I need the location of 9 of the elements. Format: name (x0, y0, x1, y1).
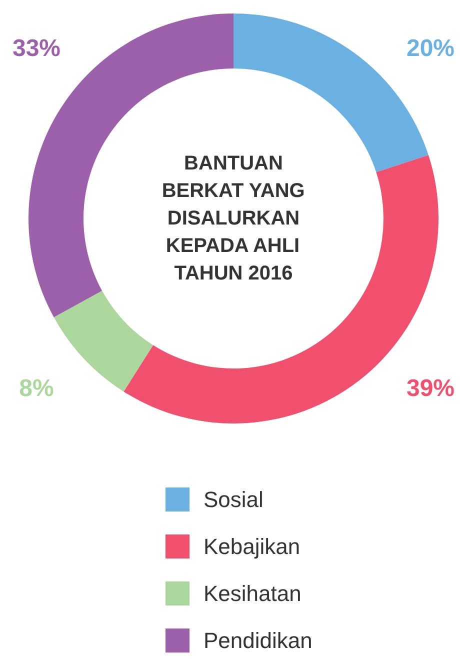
data-label: 8% (19, 375, 54, 402)
legend-label: Pendidikan (204, 628, 312, 653)
data-label: 39% (406, 375, 455, 402)
legend-label: Kebajikan (204, 534, 300, 559)
text: BANTUAN BERKAT YANG DISALURKAN KEPADA AHLI TAHUN 2016 (162, 152, 305, 284)
data-label: 20% (406, 35, 455, 62)
legend-label: Kesihatan (204, 581, 302, 606)
data-label: 33% (12, 35, 61, 62)
legend-label: Sosial (204, 487, 264, 512)
